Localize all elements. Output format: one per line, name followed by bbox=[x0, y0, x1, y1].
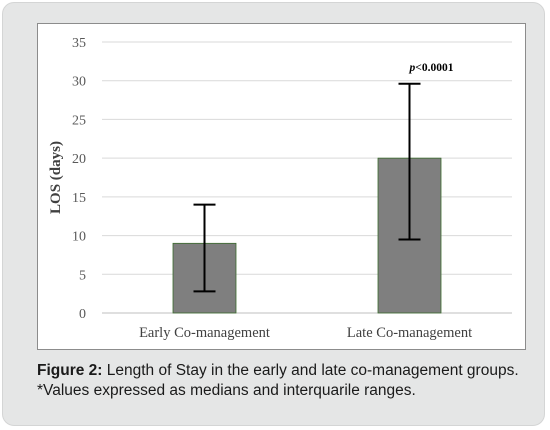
figure-caption: Figure 2: Length of Stay in the early an… bbox=[37, 361, 529, 400]
caption-note: *Values expressed as medians and interqu… bbox=[37, 381, 416, 399]
figure-label: Figure 2: bbox=[37, 362, 103, 379]
y-tick-label: 20 bbox=[72, 152, 86, 167]
y-tick-label: 30 bbox=[72, 75, 86, 90]
chart-panel: 0 5 10 15 20 25 30 35 LOS (days) Early Co-managem… bbox=[37, 23, 526, 350]
y-axis-label: LOS (days) bbox=[48, 141, 64, 214]
y-tick-label: 15 bbox=[72, 191, 86, 206]
caption-line: Figure 2: Length of Stay in the early an… bbox=[37, 361, 529, 381]
caption-text: Length of Stay in the early and late co-… bbox=[102, 362, 519, 379]
y-tick-label: 0 bbox=[79, 307, 86, 322]
figure-frame: 0 5 10 15 20 25 30 35 LOS (days) Early Co-managem… bbox=[2, 2, 545, 426]
x-tick-label: Late Co-management bbox=[347, 325, 472, 341]
y-tick-label: 5 bbox=[79, 268, 86, 283]
y-tick-label: 25 bbox=[72, 113, 86, 128]
y-tick-label: 35 bbox=[72, 36, 86, 51]
bar-chart: 0 5 10 15 20 25 30 35 LOS (days) Early Co-managem… bbox=[48, 36, 512, 341]
y-tick-label: 10 bbox=[72, 230, 86, 245]
p-value-annotation: p<0.0001 bbox=[409, 62, 454, 74]
x-tick-label: Early Co-management bbox=[139, 325, 270, 341]
